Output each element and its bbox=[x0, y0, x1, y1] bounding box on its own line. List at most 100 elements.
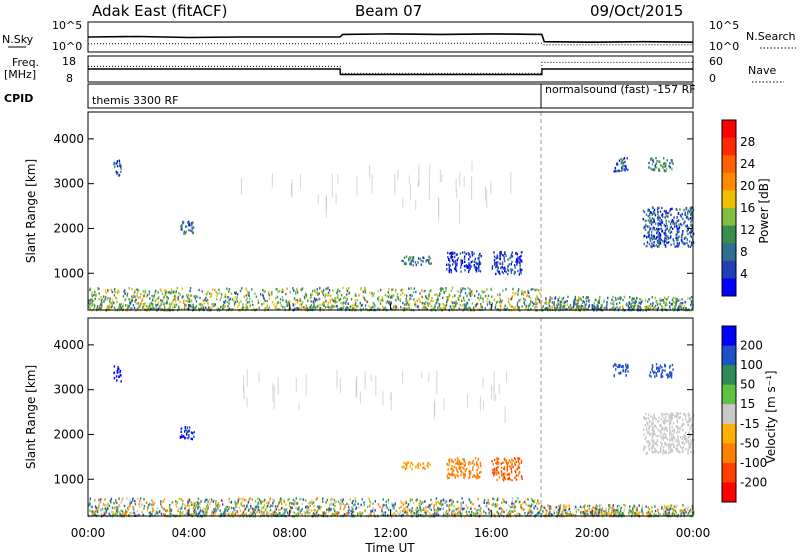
range-gate-cell bbox=[477, 512, 479, 515]
range-gate-cell bbox=[317, 304, 319, 308]
range-gate-cell bbox=[174, 294, 176, 298]
range-gate-cell bbox=[657, 216, 659, 219]
range-gate-cell bbox=[344, 302, 347, 305]
range-gate-cell bbox=[488, 300, 491, 304]
range-gate-cell bbox=[499, 262, 501, 265]
range-gate-cell bbox=[521, 292, 523, 296]
range-gate-cell bbox=[277, 290, 279, 293]
range-gate-cell bbox=[443, 398, 445, 411]
range-gate-cell bbox=[565, 505, 568, 508]
range-gate-cell bbox=[120, 306, 123, 309]
range-gate-cell bbox=[691, 224, 693, 227]
range-gate-cell bbox=[474, 507, 476, 510]
range-gate-cell bbox=[541, 308, 543, 311]
range-gate-cell bbox=[655, 374, 658, 377]
freq-label-1: Freq. bbox=[12, 56, 39, 69]
range-gate-cell bbox=[361, 498, 363, 501]
range-gate-cell bbox=[692, 451, 695, 454]
range-gate-cell bbox=[101, 300, 103, 304]
range-gate-cell bbox=[478, 298, 480, 302]
range-gate-cell bbox=[472, 503, 474, 506]
range-gate-cell bbox=[346, 306, 348, 309]
range-gate-cell bbox=[474, 475, 477, 479]
range-gate-cell bbox=[119, 513, 121, 516]
range-gate-cell bbox=[498, 270, 500, 273]
range-gate-cell bbox=[553, 303, 555, 307]
range-gate-cell bbox=[350, 298, 353, 301]
range-gate-cell bbox=[246, 301, 249, 304]
range-gate-cell bbox=[675, 511, 677, 514]
range-gate-cell bbox=[142, 295, 145, 299]
range-gate-cell bbox=[258, 372, 260, 383]
range-gate-cell bbox=[476, 472, 478, 475]
range-gate-cell bbox=[524, 299, 526, 302]
range-gate-cell bbox=[506, 371, 508, 383]
range-gate-cell bbox=[471, 510, 473, 514]
range-gate-cell bbox=[657, 210, 659, 214]
range-gate-cell bbox=[677, 299, 679, 302]
range-gate-cell bbox=[449, 260, 451, 263]
range-gate-cell bbox=[678, 230, 680, 233]
range-gate-cell bbox=[556, 511, 558, 514]
range-gate-cell bbox=[182, 435, 184, 438]
range-gate-cell bbox=[412, 298, 415, 301]
range-gate-cell bbox=[272, 503, 274, 507]
range-gate-cell bbox=[183, 430, 186, 433]
range-gate-cell bbox=[334, 509, 336, 512]
range-gate-cell bbox=[459, 511, 461, 514]
range-gate-cell bbox=[315, 298, 317, 301]
range-gate-cell bbox=[113, 365, 116, 368]
range-gate-cell bbox=[217, 507, 219, 510]
range-gate-cell bbox=[648, 209, 650, 212]
range-gate-cell bbox=[388, 501, 390, 504]
range-gate-cell bbox=[461, 471, 463, 474]
range-gate-cell bbox=[685, 506, 687, 509]
range-gate-cell bbox=[298, 403, 300, 410]
range-gate-cell bbox=[443, 304, 445, 307]
range-gate-cell bbox=[476, 463, 479, 466]
ytick-label: 2000 bbox=[53, 221, 84, 235]
range-gate-cell bbox=[190, 437, 192, 440]
range-gate-cell bbox=[437, 511, 439, 514]
range-gate-cell bbox=[409, 498, 412, 501]
range-gate-cell bbox=[614, 363, 617, 366]
range-gate-cell bbox=[533, 504, 535, 508]
range-gate-cell bbox=[186, 426, 189, 429]
range-gate-cell bbox=[348, 505, 350, 509]
range-gate-cell bbox=[192, 221, 194, 224]
range-gate-cell bbox=[453, 307, 455, 310]
range-gate-cell bbox=[545, 302, 547, 305]
range-gate-cell bbox=[622, 307, 624, 311]
range-gate-cell bbox=[184, 428, 187, 432]
range-gate-cell bbox=[455, 300, 457, 303]
range-gate-cell bbox=[669, 162, 671, 165]
range-gate-cell bbox=[456, 302, 458, 305]
range-gate-cell bbox=[644, 234, 646, 238]
range-gate-cell bbox=[673, 222, 676, 225]
range-gate-cell bbox=[559, 504, 561, 508]
range-gate-cell bbox=[438, 197, 440, 222]
range-gate-cell bbox=[369, 513, 372, 516]
range-gate-cell bbox=[236, 295, 238, 299]
range-gate-cell bbox=[556, 304, 558, 308]
range-gate-cell bbox=[322, 500, 324, 503]
range-gate-cell bbox=[538, 301, 541, 304]
range-gate-cell bbox=[673, 225, 676, 228]
range-gate-cell bbox=[496, 498, 498, 502]
range-gate-cell bbox=[422, 508, 424, 512]
range-gate-cell bbox=[273, 385, 275, 410]
range-gate-cell bbox=[474, 266, 476, 269]
range-gate-cell bbox=[656, 301, 658, 304]
range-gate-cell bbox=[510, 467, 512, 470]
range-gate-cell bbox=[349, 498, 351, 501]
range-gate-cell bbox=[88, 504, 90, 507]
range-gate-cell bbox=[606, 306, 608, 309]
range-gate-cell bbox=[89, 509, 91, 512]
range-gate-cell bbox=[161, 292, 164, 296]
range-gate-cell bbox=[590, 514, 592, 517]
range-gate-cell bbox=[418, 508, 420, 511]
range-gate-cell bbox=[664, 427, 666, 430]
range-gate-cell bbox=[328, 508, 330, 511]
range-gate-cell bbox=[351, 510, 354, 514]
